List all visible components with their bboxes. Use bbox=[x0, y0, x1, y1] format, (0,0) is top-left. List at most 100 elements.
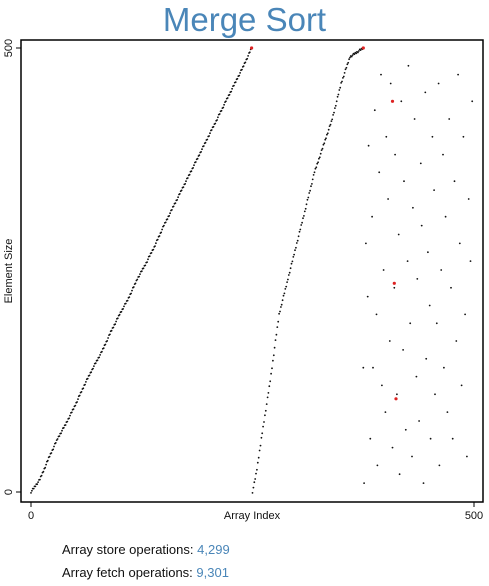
data-point bbox=[457, 73, 459, 76]
data-point bbox=[85, 381, 87, 383]
fetch-operations-stat: Array fetch operations: 9,301 bbox=[0, 565, 489, 580]
data-point bbox=[68, 417, 70, 420]
data-point bbox=[359, 49, 362, 51]
store-operations-stat: Array store operations: 4,299 bbox=[0, 542, 489, 557]
data-point bbox=[261, 432, 264, 435]
data-point bbox=[60, 432, 62, 435]
data-point bbox=[271, 367, 273, 370]
data-point bbox=[333, 111, 335, 114]
data-point bbox=[303, 210, 306, 213]
data-point bbox=[424, 91, 427, 94]
y-axis-label: Element Size bbox=[3, 239, 15, 304]
data-point bbox=[353, 53, 356, 56]
data-point bbox=[255, 472, 257, 475]
data-point bbox=[366, 295, 369, 298]
data-point bbox=[93, 365, 95, 367]
data-point bbox=[380, 73, 382, 76]
data-point bbox=[286, 281, 288, 283]
data-point bbox=[350, 55, 353, 58]
data-point bbox=[76, 401, 78, 403]
data-point bbox=[50, 452, 53, 454]
data-point bbox=[39, 478, 41, 481]
data-point bbox=[435, 322, 438, 325]
data-point bbox=[303, 215, 305, 217]
data-point bbox=[174, 202, 177, 205]
data-point bbox=[337, 93, 340, 96]
data-point bbox=[287, 278, 289, 281]
data-point bbox=[158, 235, 161, 237]
data-point bbox=[273, 346, 276, 349]
data-point bbox=[318, 156, 321, 159]
data-point bbox=[451, 437, 454, 440]
data-point bbox=[236, 77, 239, 80]
data-point bbox=[301, 221, 303, 224]
data-point bbox=[351, 54, 354, 56]
data-point bbox=[342, 77, 344, 79]
data-point bbox=[336, 95, 339, 98]
data-point bbox=[443, 366, 445, 369]
data-point bbox=[274, 339, 277, 341]
data-point bbox=[334, 107, 336, 109]
data-point bbox=[327, 128, 330, 131]
data-point bbox=[131, 289, 133, 292]
data-point bbox=[160, 231, 163, 234]
data-point bbox=[69, 414, 71, 417]
data-point bbox=[148, 255, 151, 257]
data-point bbox=[429, 437, 432, 440]
data-point bbox=[267, 392, 270, 394]
data-point bbox=[222, 106, 225, 109]
data-point bbox=[471, 100, 474, 103]
data-point bbox=[193, 164, 195, 167]
data-point bbox=[171, 209, 173, 211]
data-point bbox=[396, 393, 398, 396]
data-point bbox=[66, 420, 69, 423]
data-point bbox=[262, 425, 264, 428]
data-point bbox=[317, 161, 319, 164]
data-point bbox=[400, 100, 403, 103]
data-point bbox=[277, 320, 280, 323]
data-point bbox=[74, 404, 77, 407]
data-point bbox=[314, 167, 317, 170]
data-point bbox=[54, 442, 57, 444]
data-point bbox=[258, 449, 261, 452]
data-point bbox=[112, 326, 115, 329]
data-point bbox=[161, 228, 164, 231]
data-point bbox=[287, 274, 290, 276]
data-point bbox=[308, 192, 311, 194]
data-point bbox=[259, 444, 262, 447]
data-point bbox=[289, 267, 292, 270]
data-point bbox=[196, 157, 199, 160]
data-point bbox=[365, 242, 367, 245]
data-point bbox=[154, 245, 156, 248]
data-point bbox=[418, 420, 420, 422]
data-point bbox=[295, 242, 298, 244]
data-point bbox=[58, 435, 61, 437]
data-point bbox=[136, 278, 139, 281]
data-point bbox=[132, 286, 135, 288]
data-point bbox=[326, 133, 328, 136]
data-point bbox=[44, 466, 47, 469]
data-point bbox=[398, 473, 401, 476]
data-point bbox=[34, 485, 37, 488]
data-point bbox=[266, 396, 269, 399]
data-point bbox=[458, 242, 461, 245]
data-point bbox=[269, 380, 272, 383]
x-axis-label: Array Index bbox=[224, 510, 281, 522]
data-point bbox=[413, 118, 416, 120]
data-point bbox=[228, 93, 231, 96]
data-point bbox=[403, 180, 405, 183]
data-point bbox=[298, 230, 301, 233]
data-point bbox=[420, 224, 423, 227]
data-point bbox=[412, 206, 414, 209]
data-point bbox=[37, 481, 39, 483]
data-point bbox=[36, 483, 39, 486]
data-point bbox=[138, 275, 141, 278]
data-point bbox=[453, 180, 456, 183]
data-point bbox=[99, 354, 101, 356]
data-point bbox=[194, 161, 197, 163]
data-point bbox=[270, 372, 272, 375]
data-point bbox=[407, 64, 410, 67]
data-point bbox=[300, 224, 303, 226]
data-point bbox=[90, 371, 93, 374]
